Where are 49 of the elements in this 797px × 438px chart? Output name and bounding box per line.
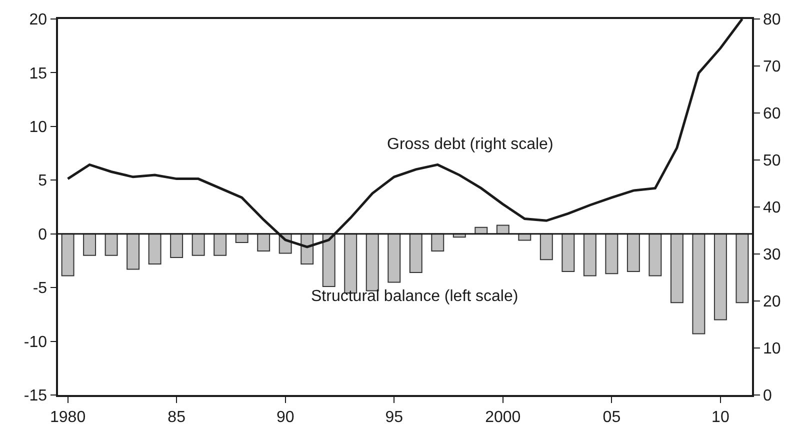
bar bbox=[61, 233, 74, 276]
annotation: Gross debt (right scale) bbox=[387, 136, 554, 153]
y-tick-label: -10 bbox=[24, 334, 48, 351]
bar bbox=[626, 233, 640, 272]
y2-tick-label: 30 bbox=[762, 246, 781, 264]
y2-tick-label: 40 bbox=[762, 200, 781, 217]
bar bbox=[192, 233, 205, 256]
bar bbox=[170, 233, 184, 258]
y2-tick-label: 80 bbox=[762, 12, 781, 29]
x-tick-label: 05 bbox=[602, 408, 621, 426]
y2-tick-label: 20 bbox=[762, 294, 781, 311]
y-tick-label: -5 bbox=[32, 280, 48, 298]
y2-tick-label: 0 bbox=[762, 388, 772, 405]
y2-tick-label: 60 bbox=[762, 106, 781, 123]
y-tick-label: 20 bbox=[29, 12, 48, 29]
bar bbox=[605, 233, 618, 274]
y2-tick-label: 70 bbox=[762, 58, 781, 76]
bar bbox=[562, 233, 575, 272]
bar bbox=[257, 233, 270, 252]
bar bbox=[83, 233, 96, 256]
bar bbox=[126, 233, 140, 270]
x-tick-label: 2000 bbox=[485, 408, 521, 426]
bar bbox=[714, 233, 727, 320]
bar bbox=[648, 233, 662, 276]
y-tick-label: 10 bbox=[29, 119, 48, 136]
bar bbox=[322, 233, 336, 287]
y-tick-label: 5 bbox=[38, 172, 48, 190]
y2-tick-label: 10 bbox=[762, 340, 781, 358]
bar bbox=[409, 233, 422, 274]
y-tick-label: 0 bbox=[38, 226, 48, 244]
bar bbox=[583, 233, 596, 276]
bar bbox=[540, 233, 553, 260]
bar bbox=[692, 233, 706, 334]
bar bbox=[670, 233, 684, 304]
x-tick-label: 85 bbox=[168, 408, 186, 426]
bar bbox=[214, 233, 227, 256]
x-tick-label: 10 bbox=[712, 408, 730, 426]
x-tick-label: 90 bbox=[276, 408, 294, 426]
bar bbox=[431, 233, 444, 252]
bar bbox=[388, 233, 401, 283]
annotation: Structural balance (left scale) bbox=[311, 288, 518, 305]
bar bbox=[148, 233, 162, 264]
bar bbox=[736, 233, 749, 304]
bar bbox=[104, 233, 118, 256]
x-tick-label: 1980 bbox=[50, 408, 86, 426]
y-tick-label: -15 bbox=[24, 388, 48, 405]
y2-tick-label: 50 bbox=[762, 152, 781, 170]
y-tick-label: 15 bbox=[29, 65, 48, 82]
x-tick-label: 95 bbox=[385, 408, 404, 426]
